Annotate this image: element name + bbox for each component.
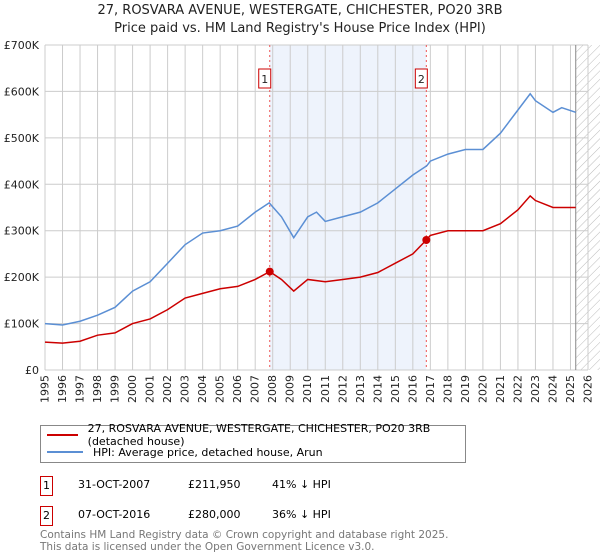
y-tick-label: £400K [4, 178, 40, 191]
shaded-ownership-range [269, 45, 427, 370]
x-tick-label: 2017 [424, 375, 437, 403]
legend-label-property: 27, ROSVARA AVENUE, WESTERGATE, CHICHEST… [87, 422, 431, 448]
y-tick-label: £100K [4, 318, 40, 331]
x-tick-label: 2014 [371, 375, 384, 403]
x-tick-label: 2002 [161, 375, 174, 403]
chart-title: 27, ROSVARA AVENUE, WESTERGATE, CHICHEST… [97, 3, 503, 18]
x-tick-label: 2003 [179, 375, 192, 403]
x-tick-label: 2023 [529, 375, 542, 403]
chart-subtitle: Price paid vs. HM Land Registry's House … [114, 21, 486, 36]
x-tick-label: 2000 [126, 375, 139, 403]
x-tick-label: 2010 [301, 375, 314, 403]
table-row: 2 07-OCT-2016 £280,000 36% ↓ HPI [40, 506, 440, 528]
sale-date: 07-OCT-2016 [78, 508, 151, 521]
x-tick-label: 2021 [494, 375, 507, 403]
x-tick-label: 2015 [389, 375, 402, 403]
x-tick-label: 1996 [56, 375, 69, 403]
x-tick-label: 1997 [74, 375, 87, 403]
x-tick-label: 2012 [336, 375, 349, 403]
annotation-label: 1 [261, 73, 268, 86]
x-tick-label: 2013 [354, 375, 367, 403]
sale-price: £211,950 [188, 478, 241, 491]
annotation-box [258, 68, 272, 89]
plot-area: 1995 1996 1997 1998 1999 2000 2001 2002 2003 2004… [4, 39, 600, 403]
x-tick-label: 2018 [441, 375, 454, 403]
x-tick-label: 2022 [511, 375, 524, 403]
x-tick-label: 2005 [214, 375, 227, 403]
x-tick-label: 2024 [546, 375, 559, 403]
legend-label-hpi: HPI: Average price, detached house, Arun [93, 445, 323, 459]
x-tick-label: 2025 [564, 375, 577, 403]
y-tick-label: £700K [4, 39, 40, 52]
y-tick-label: £500K [4, 132, 40, 145]
sale-point [422, 236, 431, 244]
y-tick-label: £300K [4, 225, 40, 238]
annotation-label: 2 [418, 73, 425, 86]
x-tick-label: 2007 [249, 375, 262, 403]
x-tick-label: 2011 [319, 375, 332, 403]
marker-badge: 1 [40, 476, 53, 496]
x-tick-label: 1995 [39, 375, 52, 403]
x-tick-label: 2006 [231, 375, 244, 403]
sale-price: £280,000 [188, 508, 241, 521]
y-tick-label: £0 [25, 364, 39, 377]
hpi-diff: 41% ↓ HPI [272, 478, 331, 491]
legend-red-line [47, 434, 78, 436]
y-tick-label: £600K [4, 85, 40, 98]
x-tick-label: 1999 [109, 375, 122, 403]
x-tick-label: 2009 [284, 375, 297, 403]
hpi-diff: 36% ↓ HPI [272, 508, 331, 521]
sale-point [265, 267, 274, 276]
legend: 27, ROSVARA AVENUE, WESTERGATE, CHICHEST… [40, 422, 466, 463]
x-tick-label: 2019 [459, 375, 472, 403]
y-tick-label: £200K [4, 271, 40, 284]
footer-line: This data is licensed under the Open Gov… [40, 541, 375, 553]
table-row: 1 31-OCT-2007 £211,950 41% ↓ HPI [40, 476, 440, 498]
x-tick-label: 2008 [266, 375, 279, 403]
x-tick-label: 2004 [196, 375, 209, 403]
footer-line: Contains HM Land Registry data © Crown c… [40, 529, 449, 541]
marker-badge: 2 [40, 506, 53, 526]
x-tick-label: 2020 [476, 375, 489, 403]
footer: Contains HM Land Registry data © Crown c… [40, 529, 448, 553]
x-tick-label: 2001 [144, 375, 157, 403]
series-line [44, 92, 576, 326]
annotation-box [414, 68, 428, 89]
series-line [44, 194, 576, 344]
sale-date: 31-OCT-2007 [78, 478, 151, 491]
legend-blue-line [47, 451, 83, 453]
x-tick-label: 2016 [406, 375, 419, 403]
x-tick-label: 2026 [582, 375, 595, 403]
x-tick-label: 1998 [91, 375, 104, 403]
